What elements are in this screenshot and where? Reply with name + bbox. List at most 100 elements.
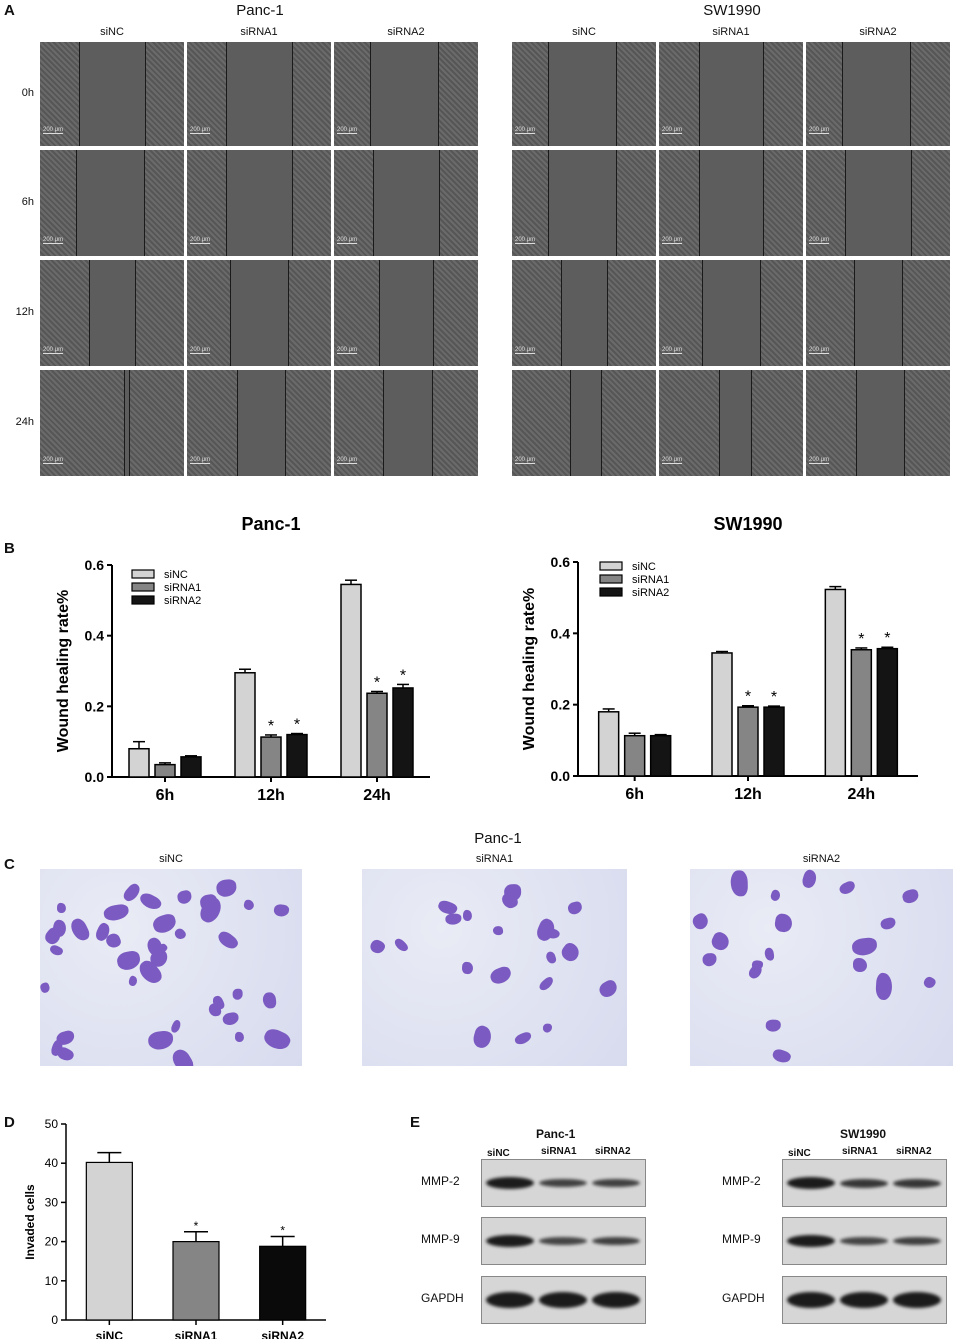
wound-edge-line [759,260,761,366]
invaded-cell [800,869,819,890]
cell-layer-left [334,42,370,146]
panel-a-column-sirna1: siRNA1 [240,26,278,38]
bar-sinc [340,583,362,778]
legend-label-sinc: siNC [632,561,656,573]
invaded-cell [68,916,93,944]
wound-healing-micrograph: 200 μm [334,42,478,146]
significance-star: * [858,631,864,648]
y-axis-label: Invaded cells [23,1184,37,1260]
blot-lane-label: siRNA1 [541,1146,577,1157]
wound-edge-line [135,260,137,366]
protein-band [893,1292,941,1308]
legend-swatch-sinc [599,561,623,571]
y-tick-label: 30 [45,1195,59,1209]
blot-strip [481,1217,646,1265]
protein-band [787,1235,835,1247]
legend-swatch-sinc [131,569,155,579]
bar-sinc [711,652,733,777]
cell-layer-right [145,42,184,146]
protein-band [539,1179,587,1187]
wound-edge-line [762,150,764,256]
bar-sirna1 [623,734,646,777]
y-tick-label: 0.0 [551,768,571,784]
cell-layer-right [751,370,803,476]
scale-bar: 200 μm [190,457,211,464]
cell-layer-left [512,42,548,146]
x-tick-label: siNC [96,1329,124,1339]
protein-band [787,1292,835,1308]
transwell-micrograph [40,869,302,1066]
y-tick-label: 20 [45,1235,59,1249]
wound-healing-micrograph: 200 μm [659,260,803,366]
wound-healing-micrograph: 200 μm [334,150,478,256]
panel-a-column-sinc: siNC [100,26,124,38]
wound-edge-line [129,370,131,476]
scale-bar: 200 μm [662,127,683,134]
y-axis-label: Wound healing rate% [55,590,72,752]
wound-edge-line [76,150,77,256]
wound-edge-line [378,260,380,366]
wound-healing-micrograph: 200 μm [806,260,950,366]
significance-star: * [771,689,777,706]
scale-bar: 200 μm [337,347,358,354]
wound-edge-line [615,150,617,256]
protein-band [486,1292,534,1308]
protein-band [539,1237,587,1245]
wound-edge-line [699,150,701,256]
wound-edge-line [225,42,227,146]
blot-strip [481,1159,646,1207]
cell-layer-left [512,150,548,256]
scale-bar: 200 μm [662,457,683,464]
significance-star: * [294,717,300,734]
protein-band [893,1178,941,1188]
wound-healing-micrograph: 200 μm [40,150,184,256]
x-tick-label: 24h [363,787,391,804]
bar-sirna2 [286,733,308,778]
invaded-cell [879,916,897,930]
invaded-cell [461,961,474,975]
invaded-cell [232,988,243,1000]
y-tick-label: 0.6 [551,554,571,570]
invaded-cell [773,912,794,934]
cell-layer-left [659,260,703,366]
invaded-cell [545,950,557,965]
cell-layer-right [607,260,656,366]
cell-layer-right [143,150,184,256]
invaded-cell [492,925,504,937]
bar-sirna1 [737,706,759,777]
significance-star: * [280,1224,285,1238]
scale-bar: 200 μm [43,347,64,354]
wound-edge-line [699,42,701,146]
bar-sinc [128,747,150,778]
panel-label-e: E [410,1114,421,1131]
invaded-cells-chart: 0 10 20 30 40 50 Invaded cells siNC * siRNA1 * siRN… [23,1117,326,1339]
panel-a-group-title-panc1: Panc-1 [236,2,284,19]
invaded-cell [731,869,749,896]
wound-healing-micrograph: 200 μm [512,150,656,256]
cell-layer-right [433,260,478,366]
blot-group-title: Panc-1 [536,1127,576,1141]
significance-star: * [400,667,406,684]
significance-star: * [194,1219,199,1233]
blot-lane-label: siRNA1 [842,1146,878,1157]
wound-edge-line [431,370,433,476]
invaded-cell [148,1029,175,1051]
panc1-wound-healing-chart: Panc-1 0.0 0.2 0.4 0.6 Wound healing rate% 6h *… [55,514,430,804]
wound-edge-line [844,150,846,256]
cell-layer-left [806,150,845,256]
protein-label: MMP-9 [421,1232,460,1246]
scale-bar: 200 μm [515,237,536,244]
bar-sirna2 [876,647,899,777]
panel-a-group-title-sw1990: SW1990 [703,2,761,19]
wound-edge-line [569,370,571,476]
wound-healing-micrograph: 200 μm [659,150,803,256]
y-axis-label: Wound healing rate% [521,588,538,750]
invaded-cell [445,913,462,925]
x-tick-label: 12h [257,787,285,804]
invaded-cell [272,903,290,919]
wound-edge-line [842,42,843,146]
panel-c-column-sirna1: siRNA1 [475,853,514,865]
bar-sirna1 [260,736,282,778]
y-tick-label: 0.2 [85,698,105,714]
cell-layer-left [40,370,124,476]
